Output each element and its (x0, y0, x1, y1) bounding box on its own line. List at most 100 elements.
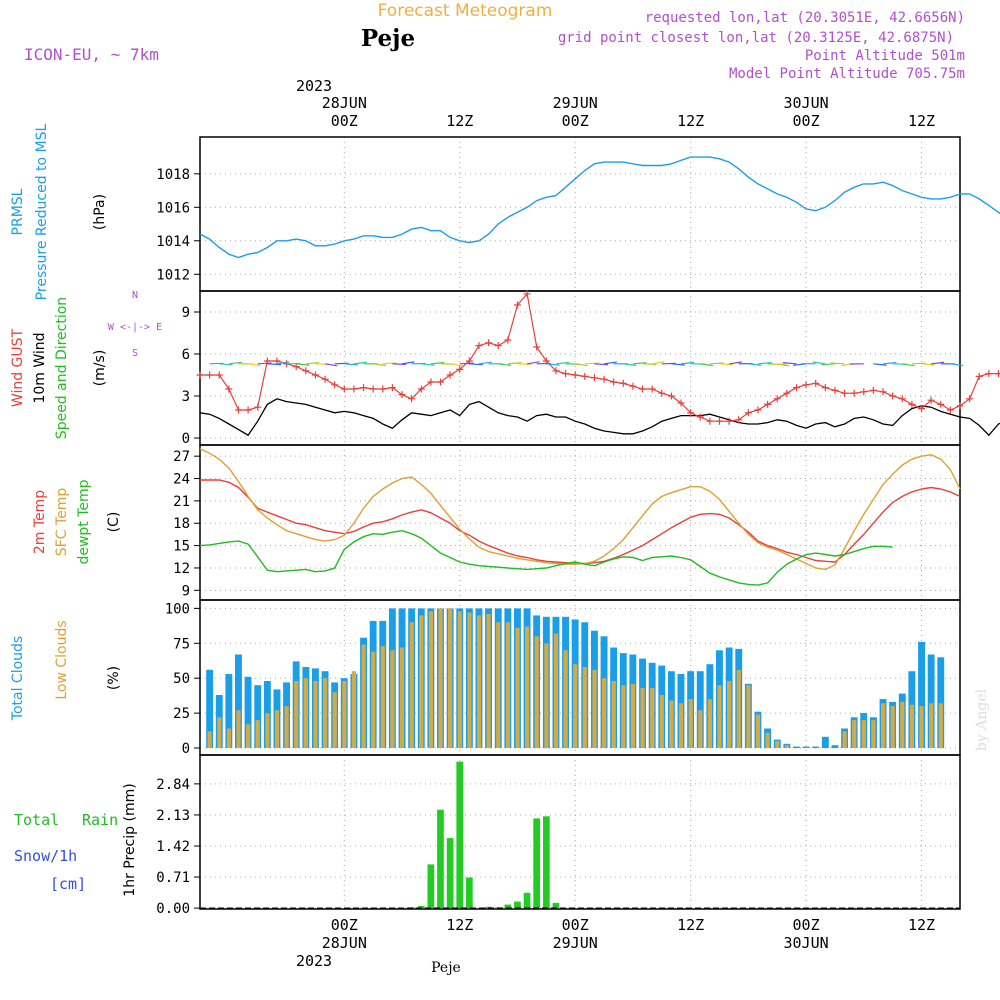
wind-direction-arrow (498, 363, 512, 367)
gust-marker (600, 375, 608, 383)
precip-panel: 0.00 0.71 1.42 2.13 2.84 (156, 754, 961, 917)
bottom-time-label: 00Z (562, 916, 589, 934)
wind-direction-arrow (782, 362, 797, 365)
point-altitude: Point Altitude 501m (805, 48, 965, 64)
precip-bar (504, 904, 512, 909)
low-cloud-bar (525, 626, 530, 748)
pressure-label-desc: Pressure Reduced to MSL (34, 123, 50, 300)
low-cloud-bar (361, 644, 366, 748)
total-cloud-bar (206, 669, 214, 748)
gust-marker (215, 371, 223, 379)
low-cloud-bar (881, 703, 886, 748)
gust-marker (340, 385, 348, 393)
model-label: ICON-EU, ~ 7km (24, 45, 159, 64)
y-tick-label: 0.71 (156, 870, 190, 886)
y-tick-label: 1014 (156, 234, 190, 250)
y-tick-label: 12 (173, 561, 190, 577)
gust-marker (408, 395, 416, 403)
wind-direction-arrow (248, 363, 261, 367)
low-cloud-bar (496, 622, 501, 748)
wind-gust-label: Wind GUST (10, 328, 26, 407)
y-tick-label: 1018 (156, 167, 190, 183)
y-tick-label: 0 (182, 741, 190, 757)
gust-marker (398, 391, 406, 399)
gust-marker (417, 385, 425, 393)
cloud-panel: 0 25 50 75 100 (165, 599, 961, 757)
gust-marker (773, 395, 781, 403)
pressure-label-prmsl: PRMSL (10, 188, 26, 235)
low-cloud-bar (650, 688, 655, 748)
wind-direction-arrow (344, 363, 358, 366)
low-cloud-bar (265, 713, 270, 748)
gust-marker (783, 389, 791, 397)
model-altitude: Model Point Altitude 705.75m (729, 66, 965, 82)
cloud-unit: (%) (106, 666, 122, 690)
wind-direction-arrow (228, 361, 242, 365)
dewpt-line (199, 529, 893, 586)
wind-direction-arrow (575, 363, 588, 367)
wind-direction-arrow (623, 363, 637, 366)
wind-direction-arrow (276, 361, 290, 365)
precip-bar (523, 892, 531, 909)
low-cloud-bar (207, 731, 212, 749)
low-cloud-bar (274, 710, 280, 748)
low-cloud-bar (553, 633, 559, 748)
temperature-panel: 9 12 15 18 21 24 27 (173, 444, 961, 601)
low-cloud-bar (611, 681, 616, 748)
total-cloud-bar (696, 671, 704, 748)
total-clouds-label: Total Clouds (10, 636, 26, 721)
panel-frame (199, 754, 961, 910)
gust-marker (744, 409, 752, 417)
top-time-label: 00Z (793, 112, 820, 130)
gust-marker (889, 392, 897, 400)
y-tick-label: 75 (173, 636, 190, 652)
wind-unit: (m/s) (92, 350, 108, 387)
low-cloud-bar (852, 720, 857, 748)
gust-marker (725, 417, 733, 425)
wind-direction-arrow (450, 363, 463, 367)
gust-marker (562, 370, 570, 378)
low-cloud-bar (669, 700, 674, 748)
wind-direction-arrow (353, 361, 367, 365)
y-tick-label: 1016 (156, 200, 190, 216)
low-cloud-bar (929, 703, 934, 748)
wind-direction-arrow (603, 361, 617, 365)
wind-direction-arrow (469, 363, 483, 366)
wind-panel: 0 3 6 9 (182, 290, 1000, 447)
wind-direction-arrow (594, 363, 609, 366)
gust-marker (504, 336, 512, 344)
y-tick-label: 2.13 (156, 808, 190, 824)
gust-marker (841, 389, 849, 397)
precip-bar (485, 906, 492, 909)
total-cloud-bar (918, 641, 925, 748)
wind-direction-arrow (257, 362, 272, 365)
gust-marker (244, 406, 252, 414)
low-cloud-bar (236, 710, 241, 748)
y-tick-label: 0 (182, 431, 190, 447)
y-tick-label: 25 (173, 706, 190, 722)
total-cloud-bar (812, 746, 820, 748)
gust-marker (667, 392, 675, 400)
low-cloud-bar (428, 611, 433, 748)
gust-marker (812, 379, 820, 387)
y-tick-label: 0.00 (156, 901, 190, 917)
gust-marker (225, 385, 233, 393)
low-cloud-bar (765, 732, 770, 749)
gust-marker (735, 416, 743, 424)
low-cloud-bar (717, 685, 722, 748)
gust-marker (475, 342, 483, 350)
wind-direction-arrow (584, 362, 599, 365)
low-cloud-bar (563, 650, 568, 748)
compass-s: S (132, 348, 138, 359)
bottom-time-label: 12Z (908, 916, 935, 934)
precip-bar (417, 905, 425, 909)
wind-direction-arrow (700, 363, 713, 367)
wind-direction-arrow (642, 363, 657, 365)
y-tick-label: 50 (173, 671, 190, 687)
gust-marker (533, 343, 541, 351)
bottom-time-label: 00Z (793, 916, 820, 934)
bottom-time-label: 12Z (677, 916, 704, 934)
